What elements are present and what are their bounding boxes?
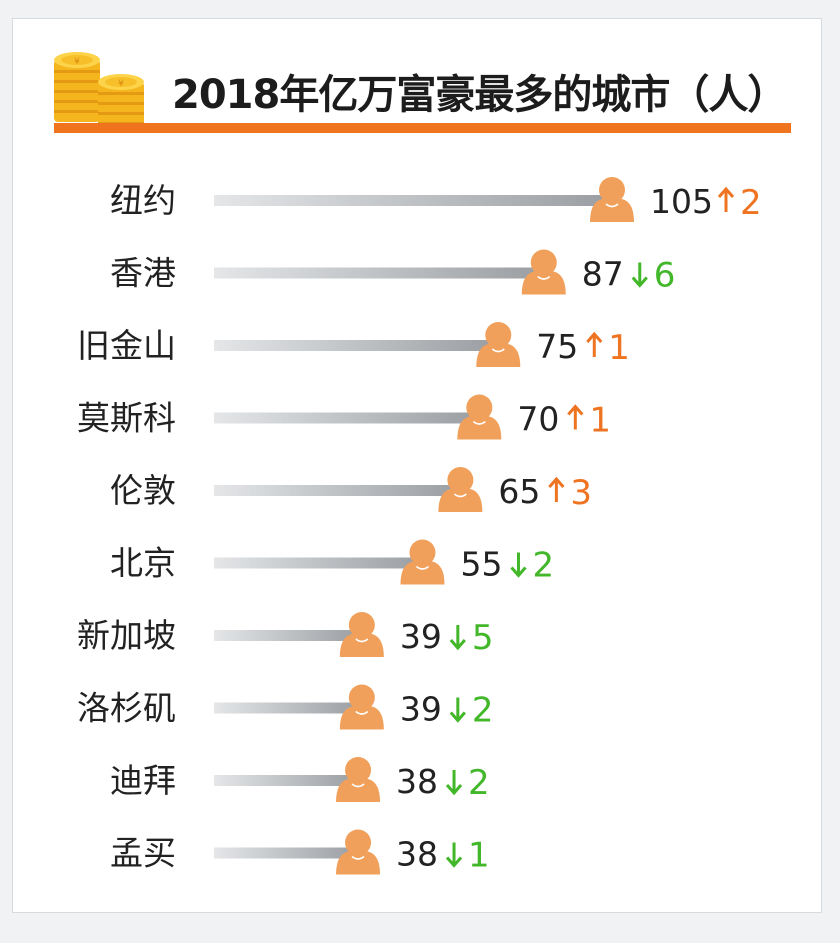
bar-row: 孟买 38 1	[110, 829, 490, 876]
bar	[214, 847, 359, 859]
value-label: 38	[396, 835, 438, 874]
bar-row: 伦敦 65 3	[110, 467, 592, 513]
bar-row: 旧金山 75 1	[77, 322, 630, 368]
footer-strip	[12, 913, 822, 943]
bar	[214, 340, 499, 351]
bar-row: 莫斯科 70 1	[77, 394, 611, 441]
bar-row: 纽约 105 2	[110, 177, 762, 223]
rank-change-label: 3	[570, 473, 592, 513]
category-label: 北京	[110, 544, 176, 583]
value-label: 38	[396, 762, 438, 801]
value-label: 105	[650, 182, 713, 221]
category-label: 新加坡	[77, 616, 176, 655]
rank-change-label: 2	[472, 691, 494, 731]
category-label: 香港	[110, 254, 176, 293]
rank-change-label: 2	[468, 763, 490, 803]
category-label: 伦敦	[110, 471, 176, 510]
bar	[214, 267, 544, 279]
arrow-down-icon	[449, 625, 466, 651]
person-icon	[438, 467, 483, 512]
bar-row: 香港 87 6	[110, 249, 676, 296]
person-icon	[400, 539, 445, 585]
svg-text:¥: ¥	[74, 57, 80, 67]
arrow-up-icon	[717, 186, 735, 212]
arrow-up-icon	[586, 331, 603, 357]
rank-change-label: 5	[472, 618, 494, 658]
category-label: 纽约	[110, 181, 176, 220]
bar	[214, 557, 423, 569]
coin-stack-icon: ¥ ¥	[54, 52, 144, 130]
title-underline	[54, 123, 791, 133]
arrow-down-icon	[445, 842, 463, 868]
value-label: 39	[400, 690, 442, 729]
rank-change-label: 6	[654, 256, 676, 296]
svg-text:¥: ¥	[118, 79, 124, 89]
value-label: 75	[536, 327, 578, 366]
rank-change-label: 2	[532, 546, 554, 586]
arrow-up-icon	[548, 476, 565, 502]
person-icon	[336, 829, 381, 875]
category-label: 迪拜	[110, 761, 176, 800]
rank-change-label: 1	[608, 328, 630, 368]
bar	[214, 702, 362, 714]
bar-row: 迪拜 38 2	[110, 757, 490, 803]
chart-title: 2018年亿万富豪最多的城市（人）	[172, 72, 787, 118]
person-icon	[457, 394, 502, 440]
category-label: 孟买	[110, 834, 176, 873]
category-label: 洛杉矶	[77, 689, 176, 728]
value-label: 39	[400, 617, 442, 656]
bar-row: 洛杉矶 39 2	[77, 684, 494, 731]
category-label: 莫斯科	[77, 399, 176, 438]
value-label: 55	[460, 545, 502, 584]
rank-change-label: 1	[589, 401, 611, 441]
bar-row: 新加坡 39 5	[77, 612, 493, 658]
bar	[214, 412, 480, 424]
value-label: 87	[582, 255, 624, 294]
person-icon	[590, 177, 634, 222]
bar-row: 北京 55 2	[110, 539, 554, 586]
arrow-down-icon	[449, 697, 466, 723]
person-icon	[336, 757, 381, 802]
bar	[214, 775, 359, 786]
value-label: 65	[498, 472, 540, 511]
arrow-up-icon	[567, 404, 584, 430]
arrow-down-icon	[445, 770, 463, 796]
person-icon	[339, 612, 384, 657]
arrow-down-icon	[510, 552, 527, 578]
category-label: 旧金山	[77, 326, 176, 365]
rank-change-label: 2	[740, 183, 762, 223]
value-label: 70	[517, 400, 559, 439]
rank-change-label: 1	[468, 836, 490, 876]
bar	[214, 485, 461, 496]
arrow-down-icon	[631, 262, 648, 288]
bar	[214, 630, 362, 641]
person-icon	[476, 322, 521, 367]
person-icon	[339, 684, 384, 730]
chart-card	[12, 18, 822, 913]
bar	[214, 195, 612, 206]
person-icon	[521, 249, 566, 295]
